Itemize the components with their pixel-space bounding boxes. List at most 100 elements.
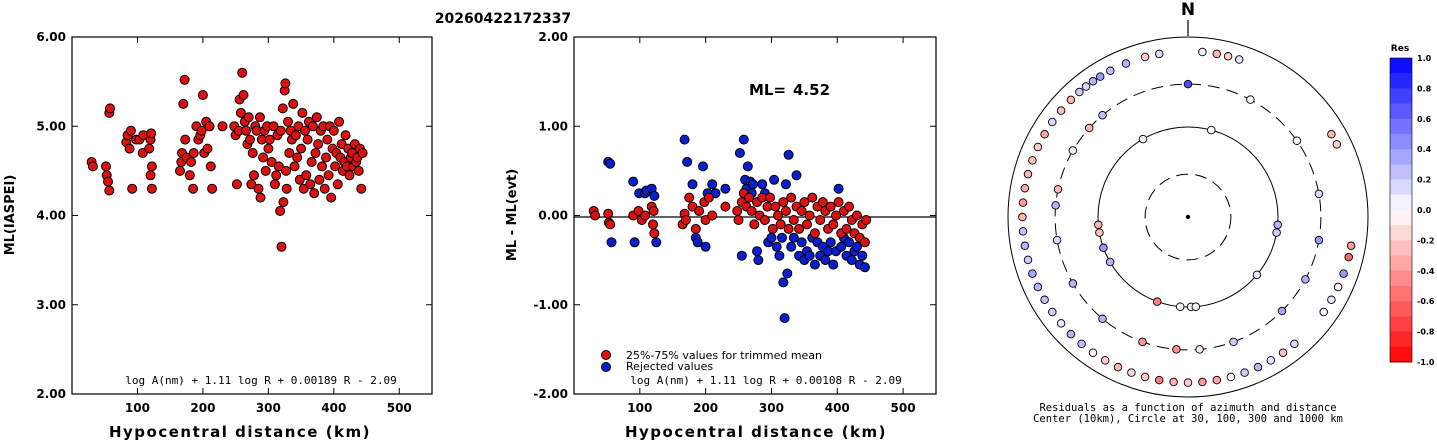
middle-points — [588, 134, 872, 324]
data-point — [178, 98, 189, 109]
data-point — [245, 134, 255, 145]
station-point — [1068, 279, 1078, 288]
rejected-point — [820, 255, 831, 266]
data-point — [332, 179, 343, 190]
data-point — [344, 170, 355, 181]
rejected-point — [769, 174, 780, 185]
station-point — [1229, 337, 1238, 347]
rejected-point — [679, 134, 690, 145]
data-point — [104, 185, 115, 196]
data-point — [249, 170, 259, 181]
y-tick-label: 0.00 — [538, 209, 568, 223]
kept-point — [778, 197, 789, 208]
left-plot-frame — [71, 36, 433, 395]
kept-point — [767, 223, 778, 234]
ring-30km — [1144, 173, 1232, 261]
kept-point — [770, 201, 781, 212]
station-point — [1292, 136, 1302, 145]
station-point — [1278, 348, 1288, 357]
rejected-point — [809, 259, 820, 270]
station-point — [1140, 52, 1150, 62]
left-ylabel: ML(IASPEI) — [3, 175, 18, 256]
rejected-point — [836, 241, 847, 252]
x-tick-label: 300 — [256, 401, 281, 415]
data-point — [357, 148, 368, 158]
data-point — [188, 148, 199, 158]
ml-value: 4.52 — [793, 81, 830, 99]
data-point — [328, 125, 339, 136]
station-point — [1081, 82, 1091, 91]
data-point — [289, 161, 300, 172]
station-point — [1138, 134, 1148, 144]
station-point — [1138, 337, 1147, 347]
data-point — [127, 183, 138, 194]
data-point — [254, 112, 265, 123]
station-point — [1175, 302, 1185, 311]
station-point — [1212, 49, 1222, 59]
station-point — [1056, 319, 1066, 328]
colorbar-label: 0.4 — [1417, 145, 1432, 154]
colorbar-cell — [1390, 88, 1412, 105]
data-point — [175, 165, 185, 176]
kept-point — [680, 215, 691, 225]
data-point — [278, 197, 289, 208]
middle-chart: 100 200 300 400 500 -2.00 -1.00 0.00 1.00 2.00 ML… — [505, 30, 937, 441]
azimuth-points — [1018, 47, 1356, 387]
data-point — [276, 241, 287, 252]
ring-1000km — [1007, 36, 1369, 398]
station-point — [1100, 356, 1110, 365]
kept-point — [825, 201, 836, 212]
kept-point — [694, 206, 705, 216]
data-point — [334, 116, 345, 127]
rejected-point — [687, 179, 698, 190]
station-point — [1207, 125, 1216, 135]
data-point — [146, 161, 157, 172]
rejected-point — [753, 255, 764, 266]
kept-point — [807, 192, 818, 203]
data-point — [309, 188, 320, 199]
data-point — [275, 125, 286, 136]
colorbar-label: 0.8 — [1417, 84, 1432, 93]
x-tick-label: 100 — [125, 401, 150, 415]
rejected-point — [742, 161, 753, 172]
x-tick-label: 500 — [387, 401, 412, 415]
data-point — [235, 107, 246, 118]
colorbar-cell — [1390, 103, 1412, 120]
data-point — [205, 161, 216, 172]
data-point — [105, 103, 115, 114]
data-point — [180, 134, 191, 145]
colorbar-cell — [1390, 134, 1412, 150]
rejected-point — [782, 268, 793, 279]
station-point — [1169, 377, 1178, 387]
legend-rejected-label: Rejected values — [626, 360, 713, 373]
data-point — [253, 183, 264, 194]
rejected-point — [734, 148, 745, 158]
colorbar-label: -1.0 — [1417, 358, 1435, 367]
data-point — [124, 143, 135, 154]
azimuth-caption-2: Center (10km), Circle at 30, 100, 300 an… — [1033, 413, 1343, 425]
data-point — [103, 176, 113, 187]
colorbar-cell — [1390, 301, 1412, 317]
colorbar-cell — [1390, 286, 1412, 302]
colorbar-frame — [1389, 57, 1413, 363]
kept-point — [775, 219, 786, 230]
y-tick-label: -2.00 — [533, 387, 568, 401]
middle-ticks: 100 200 300 400 500 -2.00 -1.00 0.00 1.00 2.00 — [533, 30, 936, 415]
rejected-point — [698, 161, 708, 172]
kept-point — [844, 201, 855, 212]
kept-point — [746, 206, 757, 216]
station-point — [1234, 55, 1244, 64]
kept-point — [799, 197, 810, 208]
x-tick-label: 400 — [825, 401, 850, 415]
data-point — [186, 157, 197, 167]
colorbar-cell — [1390, 149, 1412, 165]
y-tick-label: 3.00 — [36, 298, 66, 312]
station-point — [1253, 362, 1263, 372]
colorbar-label: -0.2 — [1417, 236, 1435, 245]
station-point — [1195, 345, 1204, 354]
station-point — [1040, 295, 1049, 305]
azimuth-caption-1: Residuals as a function of azimuth and d… — [1039, 402, 1336, 414]
station-point — [1106, 66, 1115, 76]
rejected-point — [651, 237, 662, 248]
rejected-point — [777, 232, 787, 243]
